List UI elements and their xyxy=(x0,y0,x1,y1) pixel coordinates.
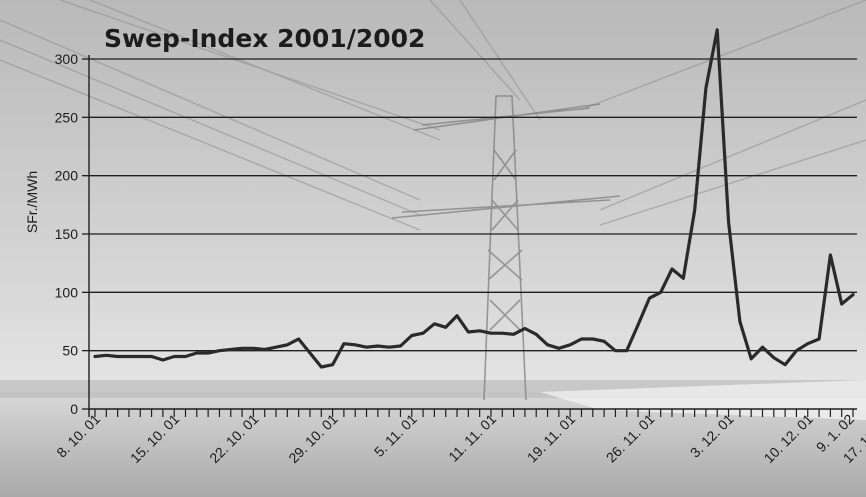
y-tick-label: 0 xyxy=(70,401,78,417)
gridlines xyxy=(82,58,857,410)
series-line-swep-index xyxy=(93,28,855,369)
axes xyxy=(88,55,857,417)
y-tick-label: 250 xyxy=(55,109,79,125)
y-tick-label: 200 xyxy=(55,168,79,184)
y-tick-label: 100 xyxy=(55,284,79,300)
y-tick-label: 150 xyxy=(55,226,79,242)
chart-title: Swep-Index 2001/2002 xyxy=(104,24,425,53)
y-tick-label: 50 xyxy=(62,343,78,359)
y-tick-labels: 0 50 100 150 200 250 300 xyxy=(55,51,79,417)
y-axis-label: SFr./MWh xyxy=(24,171,40,233)
y-tick-label: 300 xyxy=(55,51,79,67)
